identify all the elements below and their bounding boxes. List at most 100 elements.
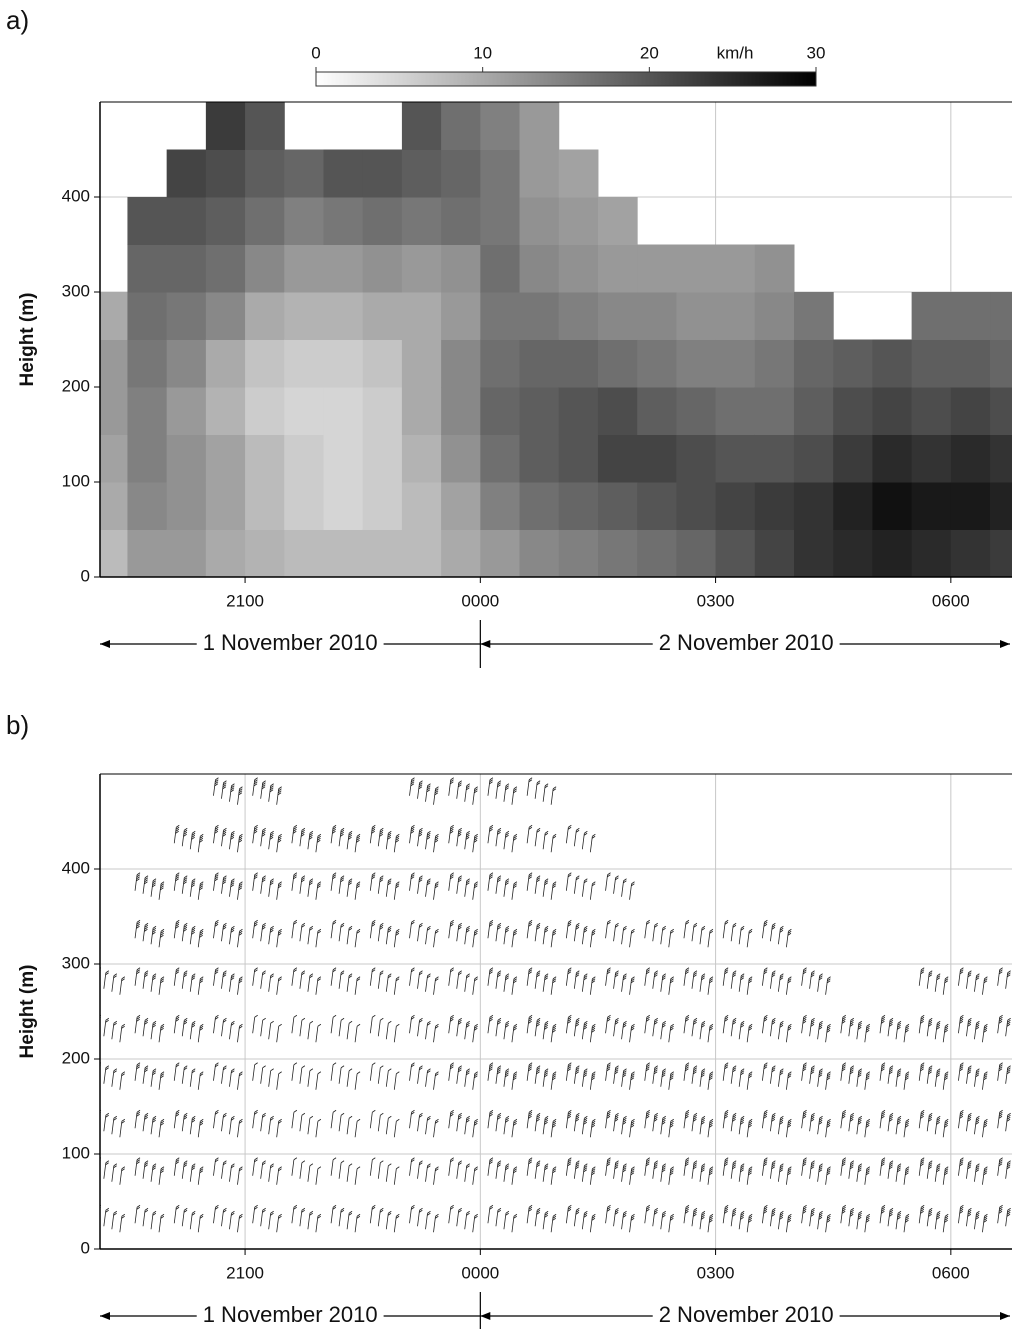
heat-cell: [362, 244, 403, 293]
wind-barb: [683, 1062, 714, 1090]
heat-cell: [637, 292, 677, 340]
wind-barb: [918, 1109, 949, 1138]
heat-cell: [441, 529, 481, 577]
heat-cell: [362, 197, 403, 245]
y-axis-label: Height (m): [17, 965, 38, 1059]
wind-barb: [644, 919, 674, 948]
heat-cell: [558, 387, 599, 435]
heat-cell: [480, 149, 521, 198]
heat-cell: [441, 434, 481, 483]
heat-cell: [480, 244, 521, 293]
heat-cell: [362, 149, 403, 198]
heat-cell: [793, 482, 834, 530]
wind-barb: [213, 872, 243, 900]
heat-cell: [911, 387, 952, 435]
wind-barb: [801, 1157, 831, 1185]
heat-cell: [480, 339, 521, 388]
wind-barb: [565, 824, 596, 853]
wind-barb: [997, 1157, 1011, 1179]
arrow-head: [480, 640, 491, 648]
heat-cell: [127, 529, 168, 577]
heat-cell: [911, 529, 952, 577]
heat-cell: [100, 339, 128, 388]
wind-barb: [134, 1062, 165, 1090]
heat-cell: [441, 244, 481, 293]
heat-cell: [833, 339, 873, 388]
heat-cell: [323, 529, 364, 577]
heat-cell: [401, 434, 442, 483]
wind-barb: [997, 1204, 1011, 1227]
heat-cell: [754, 244, 795, 293]
wind-barb: [100, 967, 126, 995]
wind-barb: [369, 872, 400, 900]
wind-barb: [252, 919, 282, 948]
wind-barb: [252, 824, 282, 853]
wind-barb: [369, 1157, 400, 1185]
heat-cell: [990, 529, 1012, 577]
wind-barb: [448, 872, 478, 900]
wind-barb: [252, 1062, 282, 1090]
wind-barb: [761, 1204, 792, 1233]
wind-barb: [173, 1062, 204, 1090]
heat-cell: [637, 387, 677, 435]
heat-cell: [558, 197, 599, 245]
heat-cell: [205, 102, 246, 150]
wind-barb: [409, 1109, 439, 1138]
heat-cell: [166, 387, 207, 435]
wind-barb: [722, 1014, 753, 1043]
heat-cell: [715, 292, 756, 340]
heat-cell: [245, 482, 285, 530]
heat-cell: [558, 339, 599, 388]
wind-barb: [409, 1204, 439, 1233]
wind-barb: [526, 1109, 557, 1138]
heat-cell: [676, 482, 717, 530]
wind-barb: [683, 1157, 714, 1185]
wind-barb: [134, 919, 165, 948]
arrow-head: [100, 640, 110, 648]
wind-barb: [213, 824, 243, 853]
heat-cell: [205, 482, 246, 530]
heat-cell: [284, 529, 324, 577]
wind-barb: [840, 1062, 871, 1090]
wind-barb: [565, 1014, 596, 1043]
heat-cell: [950, 434, 991, 483]
heat-cell: [284, 292, 324, 340]
wind-barb: [958, 1109, 988, 1138]
wind-barb: [683, 919, 714, 948]
wind-barb: [761, 1062, 792, 1090]
y-tick-label: 300: [62, 953, 90, 972]
heat-cell: [245, 149, 285, 198]
heat-cell: [990, 292, 1012, 340]
wind-barb: [252, 1157, 282, 1185]
heat-cell: [676, 434, 717, 483]
heat-cell: [323, 244, 364, 293]
wind-barb: [330, 919, 361, 948]
wind-barb: [526, 824, 557, 853]
heat-cell: [362, 529, 403, 577]
wind-barb: [997, 967, 1011, 989]
heat-cell: [950, 292, 991, 340]
wind-barb: [100, 1204, 126, 1233]
wind-barb: [291, 1014, 322, 1043]
heat-cell: [519, 387, 560, 435]
wind-barb: [683, 1109, 714, 1138]
wind-barb: [448, 824, 478, 853]
wind-barb: [409, 824, 439, 853]
heat-cell: [127, 339, 168, 388]
wind-barb: [761, 919, 792, 948]
heat-cell: [401, 149, 442, 198]
wind-barb: [918, 1204, 949, 1233]
wind-barb: [173, 1109, 204, 1138]
wind-barb: [330, 872, 361, 900]
wind-barb: [918, 967, 949, 995]
heat-cell: [558, 434, 599, 483]
wind-barb: [213, 1109, 243, 1138]
panel-label: b): [6, 710, 29, 740]
heat-cell: [754, 529, 795, 577]
wind-barb: [330, 1204, 361, 1233]
heat-cell: [127, 197, 168, 245]
wind-barb: [291, 919, 322, 948]
colorbar: [315, 71, 817, 87]
heat-cell: [597, 482, 638, 530]
heat-cell: [401, 197, 442, 245]
